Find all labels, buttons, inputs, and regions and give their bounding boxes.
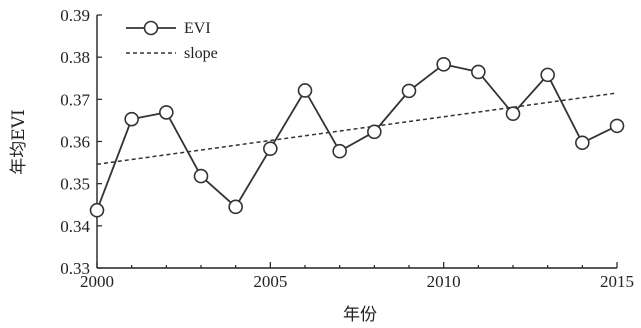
evi-data-point [436, 57, 451, 72]
evi-data-point [505, 106, 521, 121]
y-tick-label: 0.35 [60, 175, 90, 194]
x-tick-label: 2005 [253, 272, 287, 291]
series-layer [89, 57, 625, 218]
evi-data-point [159, 105, 174, 120]
legend-evi-label: EVI [184, 20, 211, 37]
evi-data-point [332, 143, 347, 159]
y-tick-label: 0.39 [60, 6, 90, 25]
evi-data-point [89, 202, 105, 218]
evi-data-point [367, 124, 382, 140]
evi-data-point [401, 83, 417, 99]
evi-series-line [96, 63, 618, 211]
legend-slope-label: slope [184, 45, 218, 62]
legend-evi-swatch-marker [143, 20, 159, 36]
evi-data-point [193, 168, 209, 184]
evi-data-point [228, 199, 243, 215]
legend: EVI slope [126, 20, 218, 62]
y-tick-label: 0.36 [60, 133, 90, 152]
evi-data-point [609, 118, 625, 134]
x-tick-label: 2015 [600, 272, 634, 291]
x-tick-label: 2010 [427, 272, 461, 291]
y-tick-label: 0.37 [60, 90, 90, 109]
evi-data-point [297, 83, 313, 98]
evi-data-point [471, 64, 486, 80]
x-ticks: 2000 2005 2010 2015 [80, 262, 634, 291]
y-ticks: 0.33 0.34 0.35 0.36 0.37 0.38 0.39 [60, 6, 102, 278]
evi-data-point [575, 135, 590, 151]
evi-data-point [540, 67, 555, 83]
slope-trend-line [96, 92, 618, 166]
evi-data-point [263, 141, 278, 156]
x-tick-label: 2000 [80, 272, 114, 291]
evi-data-point [124, 111, 139, 127]
y-axis-title: 年均EVI [9, 109, 29, 174]
x-axis-title: 年份 [343, 305, 377, 325]
y-tick-label: 0.33 [60, 259, 90, 278]
y-tick-label: 0.34 [60, 217, 90, 236]
y-tick-label: 0.38 [60, 48, 90, 67]
